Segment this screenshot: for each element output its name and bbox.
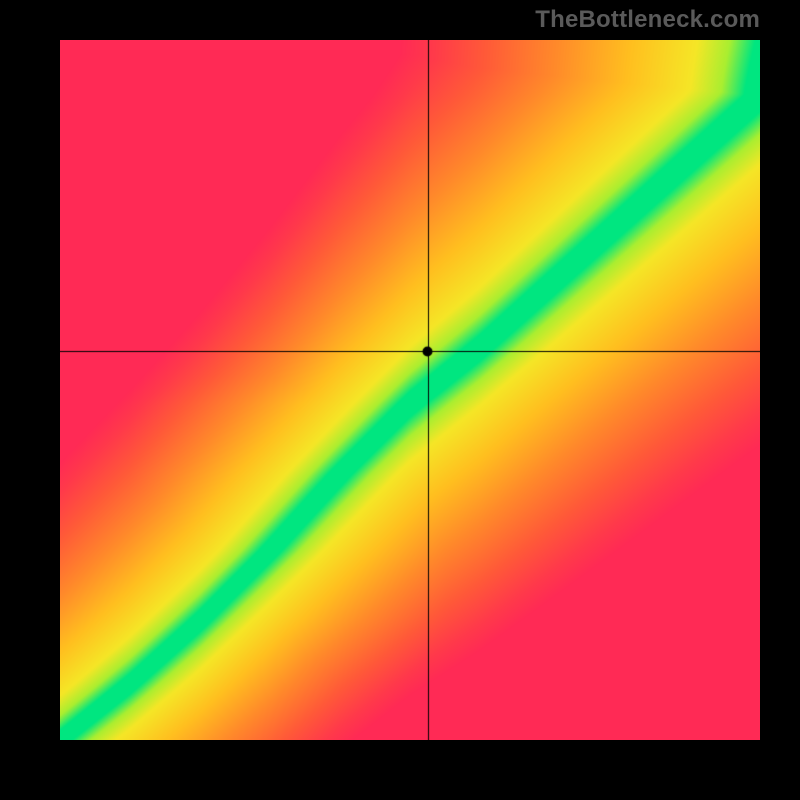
bottleneck-heatmap <box>60 40 760 740</box>
chart-container: { "watermark": { "text": "TheBottleneck.… <box>0 0 800 800</box>
watermark-text: TheBottleneck.com <box>535 6 760 34</box>
